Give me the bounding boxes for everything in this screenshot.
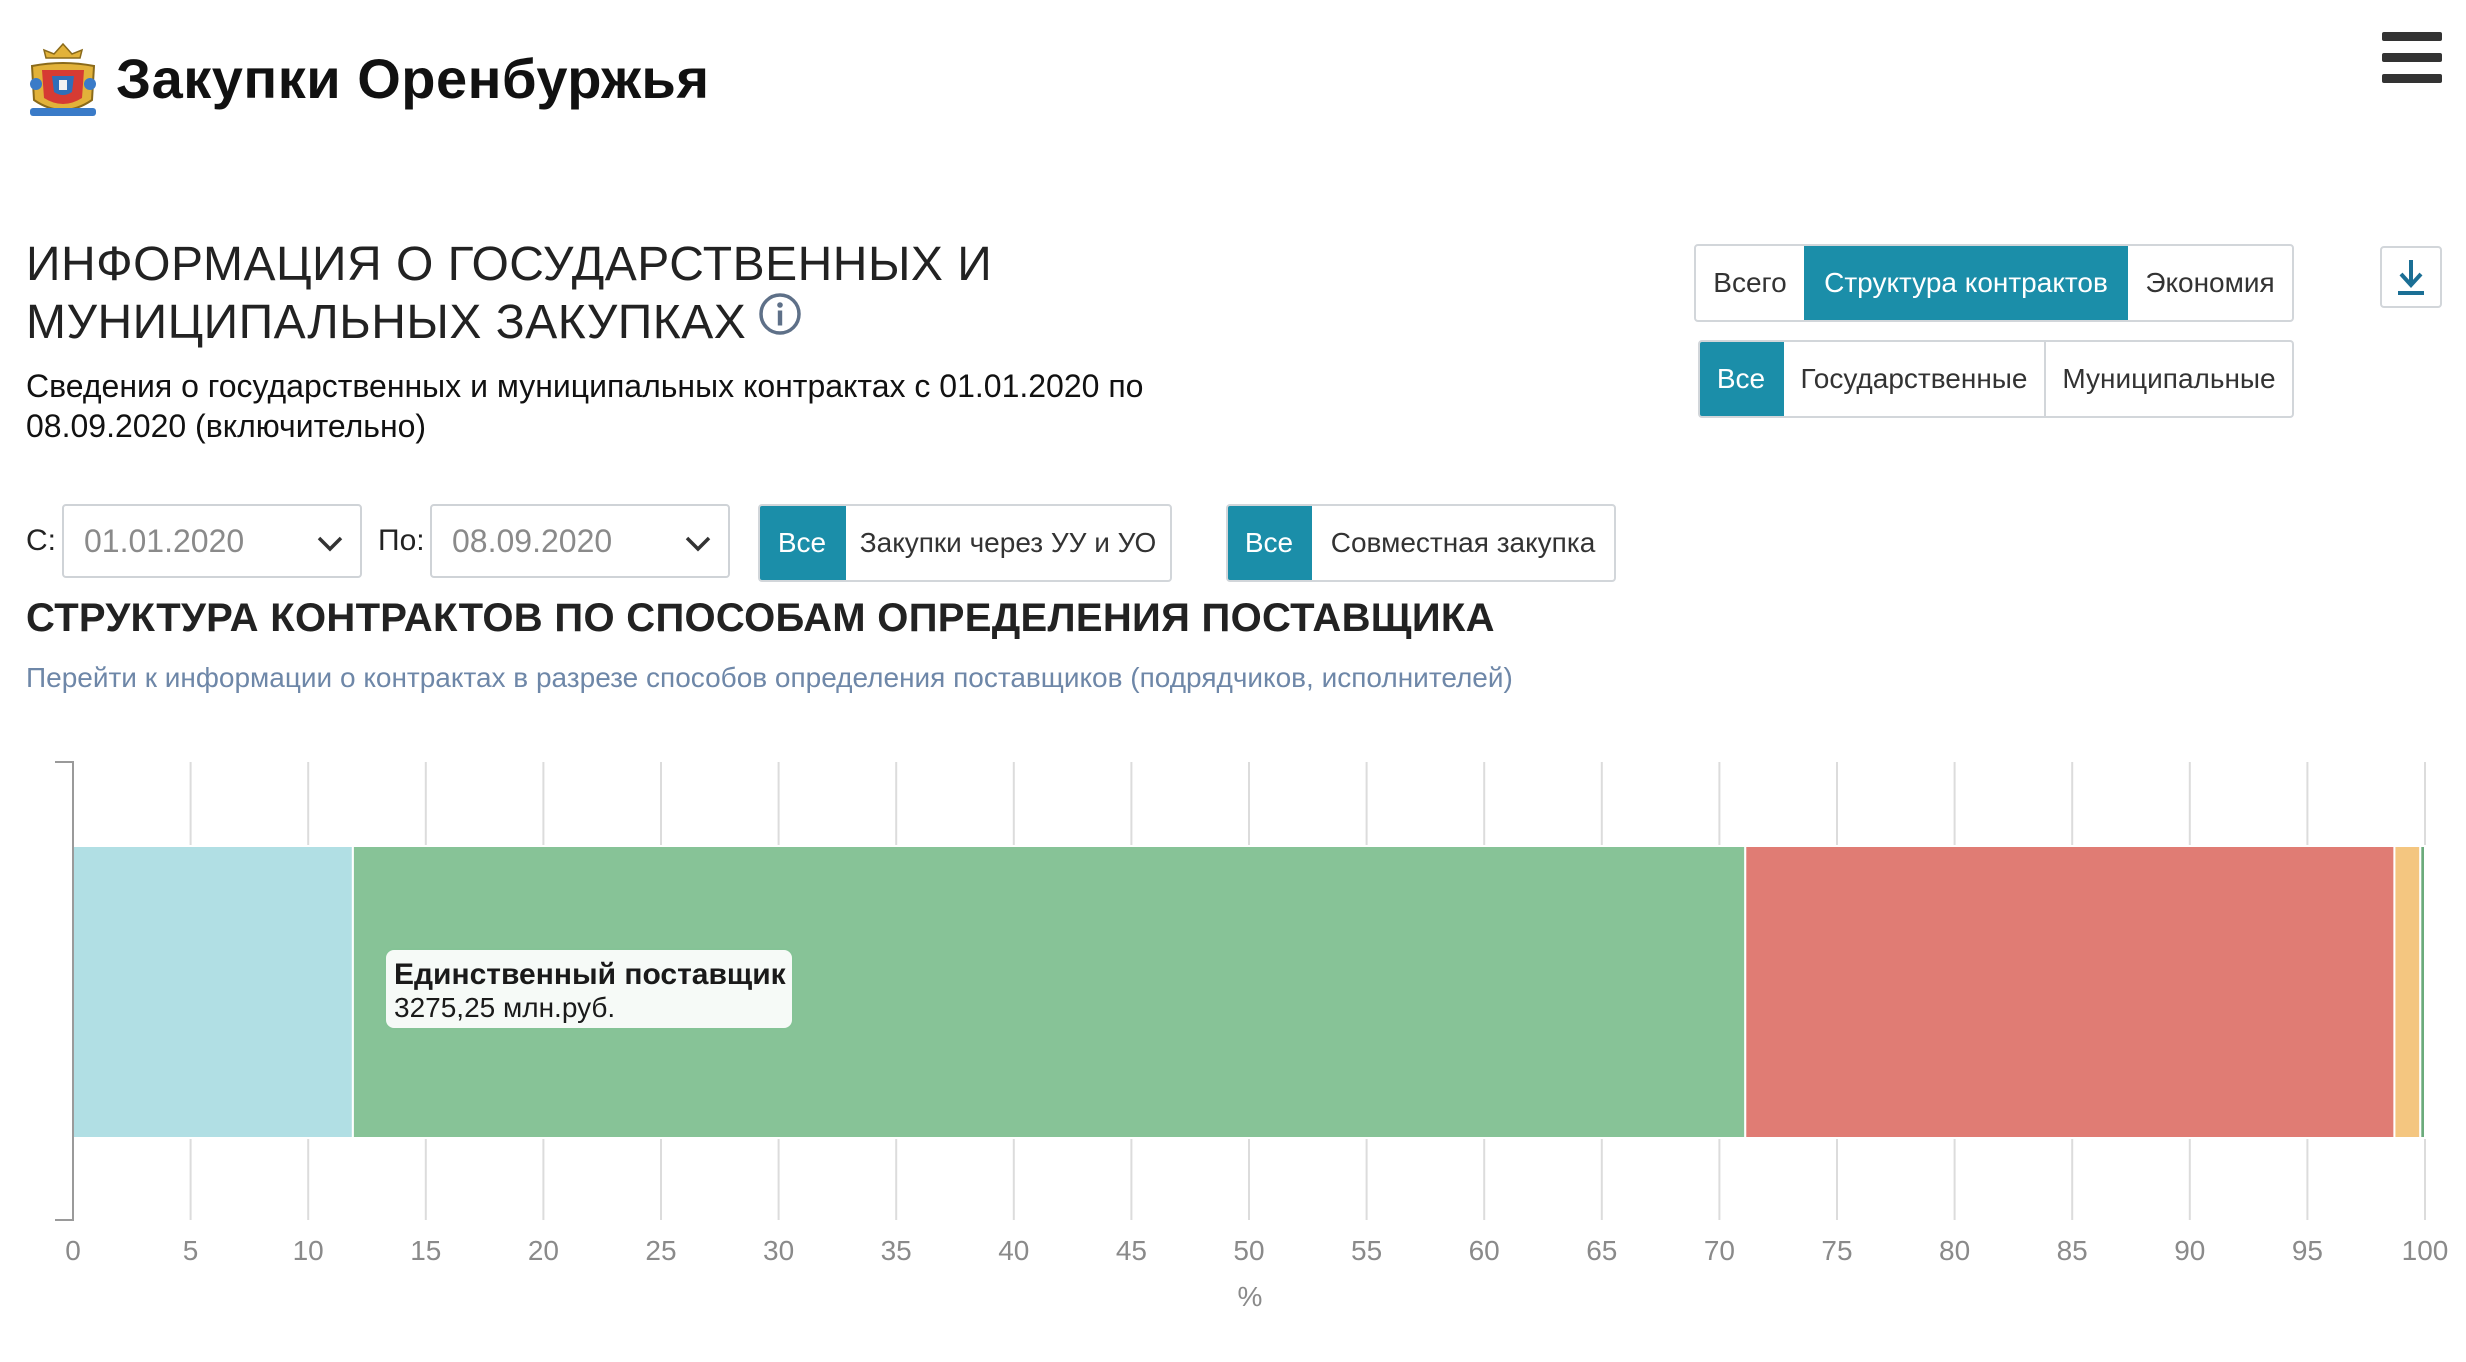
x-tick-label: 35: [881, 1235, 912, 1266]
x-tick-label: 60: [1469, 1235, 1500, 1266]
tooltip-title: Единственный поставщик: [394, 958, 786, 991]
chevron-down-icon: [317, 536, 343, 552]
x-tick-label: 85: [2057, 1235, 2088, 1266]
bar-segment-1[interactable]: [72, 845, 354, 1139]
x-tick-label: 25: [645, 1235, 676, 1266]
y-axis-line: [55, 761, 74, 1221]
x-tick-label: 100: [2402, 1235, 2449, 1266]
x-tick-label: 20: [528, 1235, 559, 1266]
chevron-down-icon: [685, 536, 711, 552]
coat-of-arms-icon: [26, 40, 100, 122]
joint-filter-toggle: Все Совместная закупка: [1226, 504, 1616, 582]
type-state[interactable]: Государственные: [1782, 342, 2044, 416]
date-from-value: 01.01.2020: [84, 522, 245, 559]
date-from-select[interactable]: 01.01.2020: [62, 504, 362, 578]
joint-filter-option[interactable]: Совместная закупка: [1310, 506, 1614, 580]
x-tick-label: 70: [1704, 1235, 1735, 1266]
bar-segment-4[interactable]: [2393, 845, 2422, 1139]
download-button[interactable]: [2380, 246, 2442, 308]
page-subtitle: Сведения о государственных и муниципальн…: [26, 368, 1144, 444]
x-axis-label: %: [1238, 1281, 1263, 1312]
uu-filter-toggle: Все Закупки через УУ и УО: [758, 504, 1172, 582]
site-brand[interactable]: Закупки Оренбуржья: [116, 47, 710, 110]
x-tick-label: 30: [763, 1235, 794, 1266]
x-tick-label: 45: [1116, 1235, 1147, 1266]
x-tick-label: 10: [293, 1235, 324, 1266]
x-tick-label: 75: [1821, 1235, 1852, 1266]
page-title-text: ИНФОРМАЦИЯ О ГОСУДАРСТВЕННЫХ И МУНИЦИПАЛ…: [26, 238, 993, 349]
chart-tooltip: Единственный поставщик 3275,25 млн.руб.: [384, 948, 794, 1030]
bar-segment-5[interactable]: [2419, 845, 2426, 1139]
tab-contract-structure[interactable]: Структура контрактов: [1804, 246, 2126, 320]
info-icon[interactable]: [758, 292, 802, 350]
date-to-value: 08.09.2020: [452, 522, 613, 559]
bar-segment-3[interactable]: [1744, 845, 2396, 1139]
view-tabs: Всего Структура контрактов Экономия: [1694, 244, 2294, 322]
x-tick-label: 95: [2292, 1235, 2323, 1266]
from-label: С:: [26, 524, 56, 557]
x-tick-label: 90: [2174, 1235, 2205, 1266]
to-label: По:: [378, 524, 425, 557]
date-to-select[interactable]: 08.09.2020: [430, 504, 730, 578]
joint-filter-all[interactable]: Все: [1228, 506, 1310, 580]
x-tick-label: 15: [410, 1235, 441, 1266]
page-title: ИНФОРМАЦИЯ О ГОСУДАРСТВЕННЫХ И МУНИЦИПАЛ…: [26, 236, 1076, 354]
download-icon: [2398, 260, 2424, 295]
tab-total[interactable]: Всего: [1713, 267, 1787, 298]
chart-details-link[interactable]: Перейти к информации о контрактах в разр…: [26, 662, 1513, 693]
x-tick-label: 40: [998, 1235, 1029, 1266]
type-all[interactable]: Все: [1700, 342, 1782, 416]
tab-savings[interactable]: Экономия: [2126, 246, 2292, 320]
uu-filter-all[interactable]: Все: [760, 506, 844, 580]
hamburger-menu-icon[interactable]: [2382, 32, 2442, 84]
uu-filter-option[interactable]: Закупки через УУ и УО: [844, 506, 1170, 580]
x-tick-label: 0: [65, 1235, 81, 1266]
tooltip-value: 3275,25 млн.руб.: [394, 992, 616, 1023]
x-tick-label: 55: [1351, 1235, 1382, 1266]
contract-type-tabs: Все Государственные Муниципальные: [1698, 340, 2294, 418]
x-tick-label: 50: [1233, 1235, 1264, 1266]
x-tick-label: 5: [183, 1235, 199, 1266]
chart-title: СТРУКТУРА КОНТРАКТОВ ПО СПОСОБАМ ОПРЕДЕЛ…: [26, 596, 1495, 640]
type-municipal[interactable]: Муниципальные: [2044, 342, 2292, 416]
x-tick-label: 80: [1939, 1235, 1970, 1266]
stacked-bar-chart: 0 5 10 15 20 25 30 35 40 45 50 55 60 65 70 75 80 85 90 95 10…: [55, 761, 2449, 1312]
x-tick-label: 65: [1586, 1235, 1617, 1266]
